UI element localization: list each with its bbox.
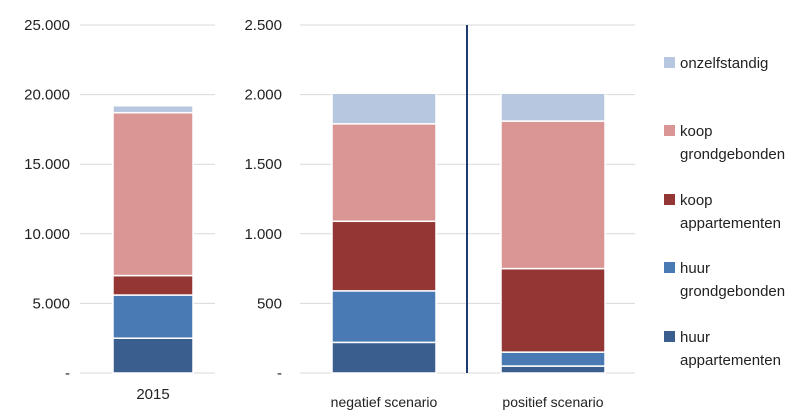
bar-positief-scenario-koop-appartementen [500,267,606,353]
legend-item-koop-appartementen: koop appartementen [664,189,804,235]
legend-swatch-huur-grondgebonden [664,262,675,273]
y-tick-label-panel2-4: 2.000 [244,87,282,104]
bar-2015-huur-appartementen [112,337,194,374]
legend-swatch-onzelfstandig [664,57,675,68]
bar-positief-scenario-koop-grondgebonden [500,120,606,270]
y-tick-label-panel1-2: 10.000 [24,226,70,243]
y-tick-label-panel1-5: 25.000 [24,17,70,34]
legend: onzelfstandig koop grondgebonden koop ap… [664,0,805,414]
legend-item-huur-grondgebonden: huur grondgebonden [664,257,804,303]
legend-label-huur-appartementen: huur appartementen [680,329,781,369]
bar-positief-scenario-huur-appartementen [500,365,606,374]
bar-negatief-scenario-huur-appartementen [331,341,437,374]
legend-label-koop-grondgebonden: koop grondgebonden [680,123,786,163]
y-tick-label-panel2-2: 1.000 [244,226,282,243]
bar-positief-scenario-huur-grondgebonden [500,351,606,367]
y-tick-label-panel2-0: - [277,365,282,382]
bar-2015-huur-grondgebonden [112,294,194,339]
bar-positief-scenario-onzelfstandig [500,92,606,122]
legend-swatch-koop-appartementen [664,194,675,205]
legend-swatch-huur-appartementen [664,331,675,342]
legend-swatch-koop-grondgebonden [664,125,675,136]
y-tick-label-panel2-1: 500 [257,295,282,312]
bar-negatief-scenario-onzelfstandig [331,92,437,125]
bar-2015-koop-grondgebonden [112,111,194,277]
y-tick-label-panel1-3: 15.000 [24,156,70,173]
legend-label-huur-grondgebonden: huur grondgebonden [680,260,786,300]
bar-2015-koop-appartementen [112,274,194,296]
x-category-label-negatief-scenario: negatief scenario [331,394,438,410]
legend-label-onzelfstandig: onzelfstandig [680,55,769,72]
y-tick-label-panel2-3: 1.500 [244,156,282,173]
y-tick-label-panel1-4: 20.000 [24,87,70,104]
legend-item-koop-grondgebonden: koop grondgebonden [664,120,804,166]
x-category-label-positief-scenario: positief scenario [502,394,603,410]
y-tick-label-panel1-0: - [65,365,70,382]
bar-negatief-scenario-koop-grondgebonden [331,123,437,223]
y-tick-label-panel2-5: 2.500 [244,17,282,34]
legend-item-huur-appartementen: huur appartementen [664,326,804,372]
bar-2015-onzelfstandig [112,104,194,114]
legend-label-koop-appartementen: koop appartementen [680,192,781,232]
legend-item-onzelfstandig: onzelfstandig [664,52,804,75]
y-tick-label-panel1-1: 5.000 [32,295,70,312]
x-category-label-2015: 2015 [136,386,169,403]
bar-negatief-scenario-huur-grondgebonden [331,290,437,344]
bar-negatief-scenario-koop-appartementen [331,220,437,292]
